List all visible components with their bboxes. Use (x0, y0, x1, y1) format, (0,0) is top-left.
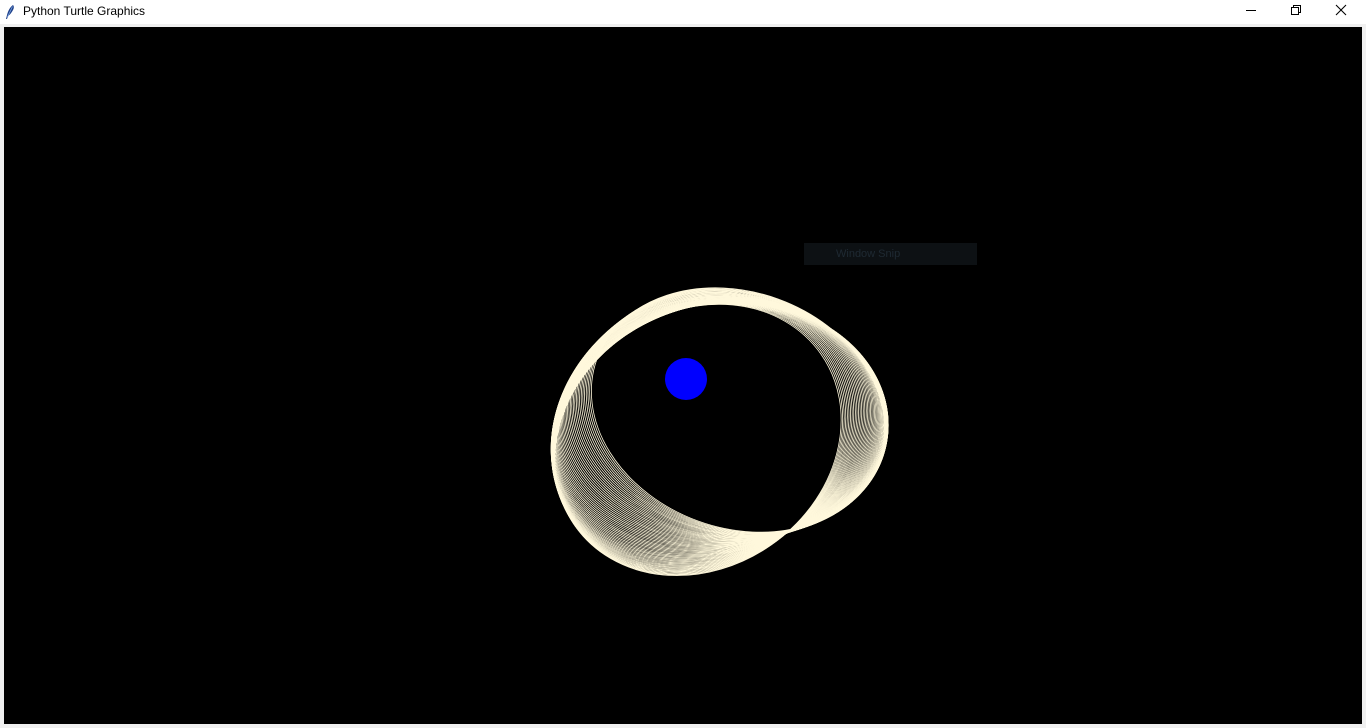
feather-icon (4, 4, 16, 20)
close-icon (1335, 3, 1347, 21)
window-frame-left (0, 24, 4, 728)
turtle-drawing (550, 287, 889, 577)
turtle-canvas[interactable] (4, 27, 1362, 724)
window-title: Python Turtle Graphics (23, 4, 146, 18)
minimize-button[interactable] (1228, 0, 1274, 24)
orbit-inner-void (619, 314, 785, 494)
close-button[interactable] (1318, 0, 1364, 24)
window-frame-bottom (0, 724, 1366, 728)
orbit-trail (590, 287, 886, 533)
minimize-icon (1245, 3, 1257, 21)
window-snip-tooltip: Window Snip (804, 243, 977, 265)
title-bar[interactable]: Python Turtle Graphics (0, 0, 1366, 24)
orbit-trails (550, 287, 889, 577)
window-frame-top (0, 24, 1366, 27)
restore-button[interactable] (1273, 0, 1319, 24)
restore-icon (1290, 3, 1302, 21)
window-frame-right (1362, 24, 1366, 728)
center-body (665, 358, 707, 400)
